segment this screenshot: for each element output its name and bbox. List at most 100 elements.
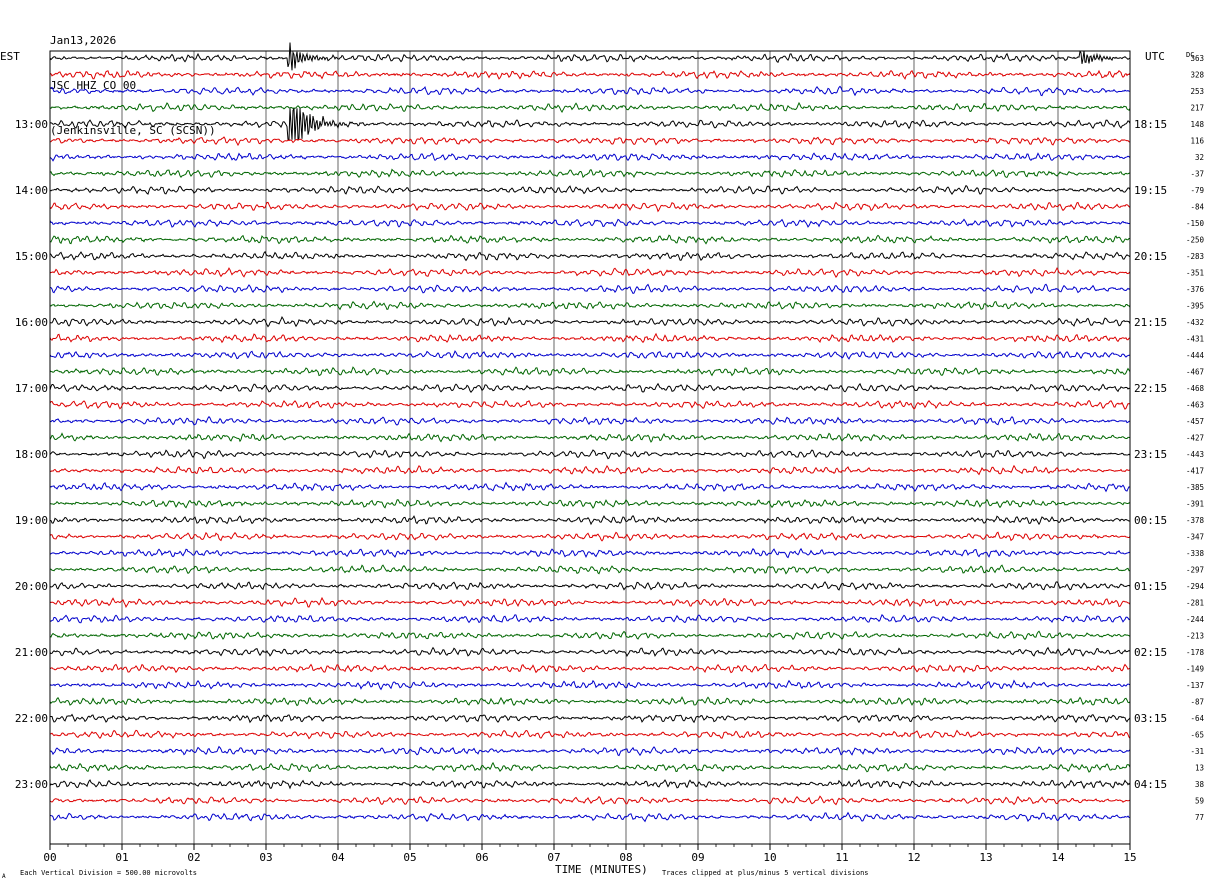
seismic-trace — [49, 382, 1131, 394]
x-tick-label: 01 — [115, 851, 128, 864]
dc-offset-label: 217 — [1190, 104, 1204, 113]
seismic-trace — [49, 564, 1131, 575]
dc-offset-label: -432 — [1186, 318, 1204, 327]
dc-offset-label: -178 — [1186, 648, 1205, 657]
x-tick-label: 05 — [403, 851, 416, 864]
seismic-trace — [49, 250, 1131, 262]
dc-offset-label: -391 — [1186, 500, 1204, 509]
left-hour-label: 18:00 — [15, 448, 48, 461]
left-hour-label: 13:00 — [15, 118, 48, 131]
right-hour-label: 18:15 — [1134, 118, 1167, 131]
x-tick-label: 11 — [835, 851, 848, 864]
seismic-trace — [49, 745, 1131, 757]
right-hour-label: 20:15 — [1134, 250, 1167, 263]
x-tick-label: 10 — [763, 851, 776, 864]
dc-offset-label: -431 — [1186, 335, 1204, 344]
dc-offset-label: 59 — [1195, 797, 1204, 806]
seismic-trace — [49, 432, 1131, 443]
dc-offset-label: 148 — [1190, 120, 1204, 129]
seismic-trace — [49, 85, 1131, 97]
dc-offset-label: -468 — [1186, 384, 1205, 393]
seismic-trace — [49, 679, 1131, 691]
dc-offset-label: -376 — [1186, 285, 1205, 294]
dc-offset-label: -37 — [1190, 170, 1204, 179]
left-hour-label: 19:00 — [15, 514, 48, 527]
seismic-trace — [49, 234, 1131, 245]
traces — [49, 42, 1131, 823]
dc-offset-label: -385 — [1186, 483, 1204, 492]
dc-offset-label: 363 — [1190, 54, 1204, 63]
seismic-trace — [49, 184, 1131, 196]
seismic-trace — [49, 761, 1131, 773]
seismic-trace — [49, 596, 1131, 608]
seismic-trace — [49, 663, 1131, 674]
left-hour-label: 16:00 — [15, 316, 48, 329]
x-tick-label: 06 — [475, 851, 488, 864]
x-tick-label: 02 — [187, 851, 200, 864]
dc-offset-label: 13 — [1195, 764, 1204, 773]
plot-frame — [49, 50, 1131, 850]
dc-offset-label: -347 — [1186, 533, 1204, 542]
dc-label: DC — [1186, 51, 1194, 59]
dc-offset-label: -87 — [1190, 698, 1204, 707]
dc-offset-label: -79 — [1190, 186, 1204, 195]
dc-offset-label: -338 — [1186, 549, 1205, 558]
dc-offset-label: -64 — [1190, 714, 1204, 723]
seismic-trace — [49, 778, 1131, 790]
seismic-trace — [49, 350, 1131, 360]
dc-offset-label: -444 — [1186, 351, 1205, 360]
right-hour-label: 21:15 — [1134, 316, 1167, 329]
seismic-trace — [49, 218, 1131, 228]
dc-offset-label: -427 — [1186, 434, 1204, 443]
seismic-trace — [49, 283, 1131, 295]
seismic-trace — [49, 448, 1131, 460]
dc-offset-label: 77 — [1195, 813, 1204, 822]
dc-offset-label: 32 — [1195, 153, 1204, 162]
right-hour-label: 04:15 — [1134, 778, 1167, 791]
seismic-trace — [49, 267, 1131, 279]
x-tick-label: 08 — [619, 851, 632, 864]
seismic-trace — [49, 152, 1131, 162]
x-tick-label: 14 — [1051, 851, 1065, 864]
seismic-trace — [49, 795, 1131, 806]
dc-offset-label: -244 — [1186, 615, 1205, 624]
seismic-trace — [49, 547, 1131, 559]
dc-offset-label: -395 — [1186, 302, 1204, 311]
right-hour-label: 23:15 — [1134, 448, 1167, 461]
dc-offset-label: 38 — [1195, 780, 1205, 789]
x-axis-title: TIME (MINUTES) — [555, 863, 648, 876]
x-tick-label: 15 — [1123, 851, 1136, 864]
right-hour-label: 02:15 — [1134, 646, 1167, 659]
dc-offset-label: -283 — [1186, 252, 1204, 261]
dc-offset-label: -84 — [1190, 203, 1204, 212]
seismic-trace — [49, 69, 1131, 80]
dc-offset-label: -281 — [1186, 599, 1204, 608]
seismic-trace — [49, 630, 1131, 641]
seismic-trace — [49, 481, 1131, 493]
left-hour-label: 15:00 — [15, 250, 48, 263]
dc-offset-label: -150 — [1186, 219, 1205, 228]
dc-offset-label: -65 — [1190, 731, 1204, 740]
left-hour-label: 17:00 — [15, 382, 48, 395]
seismic-trace — [49, 415, 1131, 426]
x-tick-label: 13 — [979, 851, 992, 864]
seismic-trace — [49, 42, 1131, 71]
dc-offset-label: 253 — [1190, 87, 1204, 96]
dc-offset-label: -417 — [1186, 467, 1204, 476]
dc-offset-label: -250 — [1186, 236, 1205, 245]
seismic-trace — [49, 729, 1131, 740]
dc-offset-label: -443 — [1186, 450, 1204, 459]
right-hour-label: 22:15 — [1134, 382, 1167, 395]
seismic-trace — [49, 136, 1131, 147]
dc-offset-label: -213 — [1186, 632, 1204, 641]
plot-header: Jan13,2026 JSC HHZ CO 00 (Jenkinsville, … — [50, 3, 216, 153]
header-station: JSC HHZ CO 00 — [50, 79, 137, 92]
left-hour-label: 14:00 — [15, 184, 48, 197]
seismic-trace — [49, 811, 1131, 823]
seismic-trace — [49, 300, 1131, 311]
left-hour-label: 23:00 — [15, 778, 48, 791]
seismic-trace — [49, 498, 1131, 509]
x-tick-label: 00 — [43, 851, 56, 864]
x-tick-label: 07 — [547, 851, 560, 864]
